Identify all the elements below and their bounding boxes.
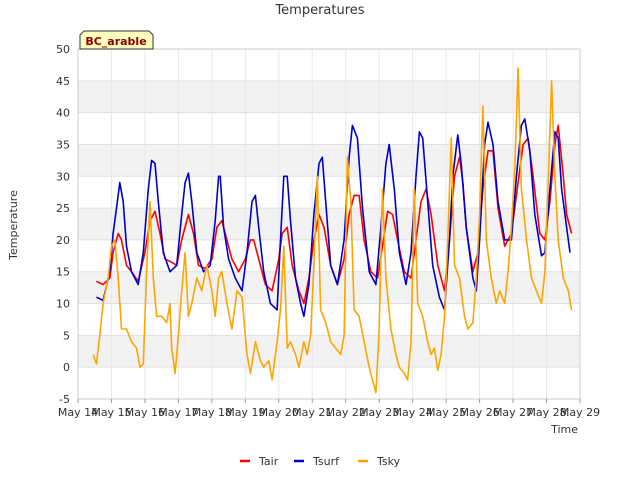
grid-band [78,335,580,368]
series-layer [92,67,573,394]
x-tick-label: May 19 [225,406,265,419]
grid-band [78,144,580,177]
x-tick-label: May 24 [393,406,433,419]
y-axis-label: Temperature [7,190,20,261]
y-tick-label: 30 [56,170,70,183]
site-badge: BC_arable [79,30,154,50]
y-axis-ticks: -5 0 5 10 15 20 25 30 35 40 45 50 [56,43,70,406]
x-tick-label: May 20 [259,406,299,419]
legend-label-tsky: Tsky [376,455,401,468]
grid-bands [78,80,580,368]
grid-band [78,271,580,304]
series-line-tsurf [96,118,571,318]
x-tick-label: May 28 [526,406,566,419]
site-badge-box [79,30,154,50]
y-tick-label: 40 [56,107,70,120]
x-tick-label: May 27 [493,406,533,419]
y-tick-label: 0 [63,361,70,374]
x-tick-label: May 14 [58,406,98,419]
x-tick-label: May 23 [359,406,399,419]
y-tick-label: 15 [56,266,70,279]
x-tick-label: May 29 [560,406,600,419]
plot-frame [77,48,581,400]
x-axis-label: Time [550,423,578,436]
x-tick-label: May 21 [292,406,332,419]
x-tick-label: May 26 [459,406,499,419]
y-tick-label: 35 [56,138,70,151]
y-tick-label: -5 [59,393,70,406]
y-tick-label: 5 [63,329,70,342]
grid-band [78,80,580,113]
legend-label-tsurf: Tsurf [312,455,340,468]
site-badge-label: BC_arable [85,35,146,48]
y-tick-label: 10 [56,298,70,311]
x-tick-label: May 16 [125,406,165,419]
series-line-tsky [92,67,573,394]
x-tick-label: May 15 [91,406,131,419]
y-tick-label: 20 [56,234,70,247]
chart-legend: Tair Tsurf Tsky [240,455,401,468]
y-tick-label: 50 [56,43,70,56]
x-tick-label: May 17 [158,406,198,419]
x-tick-label: May 22 [326,406,366,419]
x-tick-label: May 18 [192,406,232,419]
x-tick-label: May 25 [426,406,466,419]
y-tick-label: 45 [56,75,70,88]
legend-label-tair: Tair [258,455,279,468]
y-tick-label: 25 [56,202,70,215]
chart-title: Temperatures [274,3,364,18]
